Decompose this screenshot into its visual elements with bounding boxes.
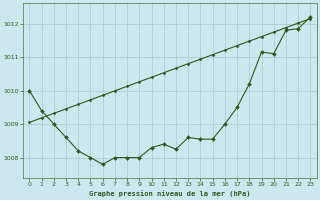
X-axis label: Graphe pression niveau de la mer (hPa): Graphe pression niveau de la mer (hPa)	[89, 190, 251, 197]
